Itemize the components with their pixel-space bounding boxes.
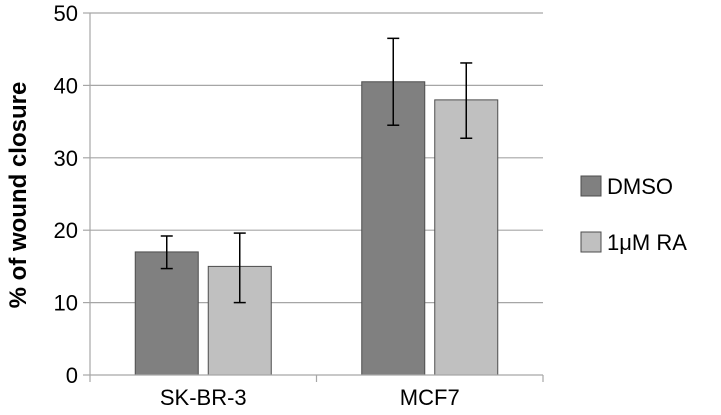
- y-tick-label: 0: [66, 363, 78, 388]
- category-label: SK-BR-3: [160, 385, 247, 410]
- y-tick-label: 40: [54, 73, 78, 98]
- legend-swatch: [580, 231, 602, 253]
- y-tick-label: 50: [54, 1, 78, 26]
- legend-label: DMSO: [607, 174, 673, 199]
- bars: [134, 81, 499, 376]
- bar: [134, 251, 199, 376]
- y-tick-label: 20: [54, 218, 78, 243]
- legend-swatch: [580, 175, 602, 197]
- category-labels: SK-BR-3 MCF7: [160, 385, 460, 410]
- y-tick-label: 30: [54, 146, 78, 171]
- y-tick-labels: 0 10 20 30 40 50: [54, 1, 78, 388]
- legend-label: 1μM RA: [607, 230, 687, 255]
- bar: [434, 99, 499, 376]
- x-axis: [89, 374, 544, 382]
- y-axis-label: % of wound closure: [5, 82, 32, 309]
- error-bars: [160, 37, 473, 304]
- category-label: MCF7: [400, 385, 460, 410]
- legend: DMSO 1μM RA: [580, 174, 687, 255]
- bar: [361, 81, 426, 376]
- y-tick-label: 10: [54, 291, 78, 316]
